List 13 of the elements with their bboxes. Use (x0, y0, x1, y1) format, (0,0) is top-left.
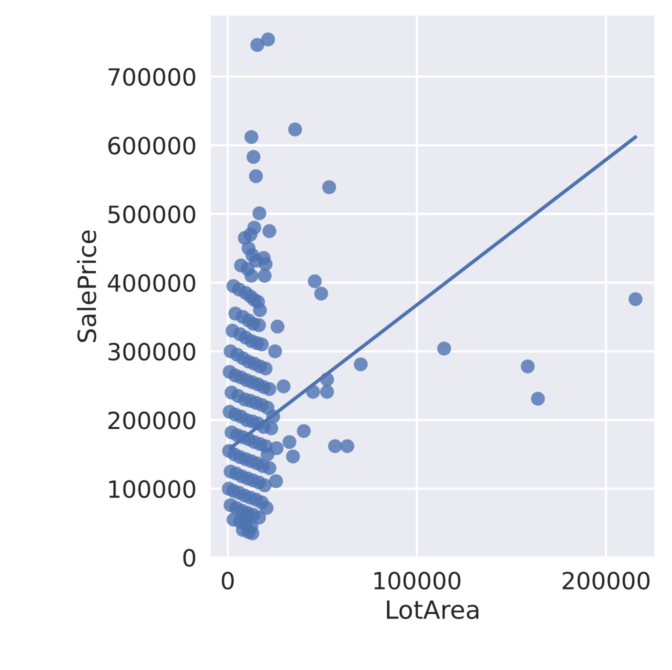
y-axis-title: SalePrice (76, 230, 96, 342)
y-tick-label: 700000 (108, 68, 196, 86)
y-tick-label: 300000 (108, 342, 196, 361)
y-tick-label: 0 (183, 548, 196, 567)
y-tick-label: 400000 (108, 274, 196, 292)
x-tick-label: 200000 (562, 572, 650, 590)
x-axis-title: LotArea (387, 600, 478, 620)
x-tick-label: 0 (222, 572, 234, 590)
y-tick-label: 200000 (108, 411, 196, 430)
y-tick-label: 500000 (108, 205, 196, 224)
y-tick-label: 600000 (108, 136, 196, 155)
x-tick-label: 100000 (374, 572, 460, 590)
y-tick-label: 100000 (109, 480, 196, 498)
